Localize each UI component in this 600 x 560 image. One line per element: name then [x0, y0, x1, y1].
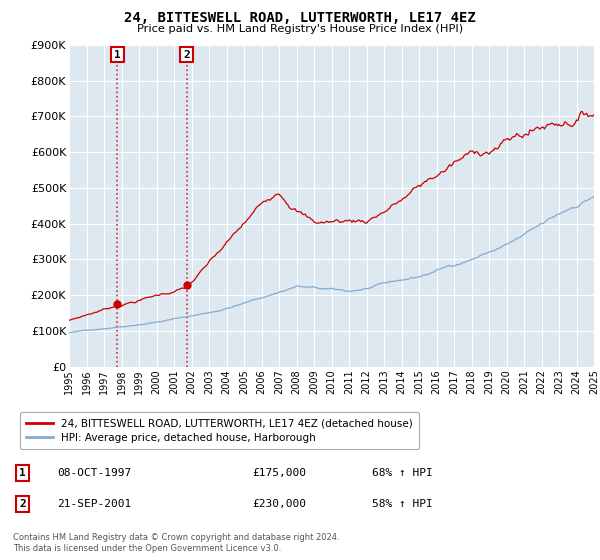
Text: 2: 2 [183, 50, 190, 59]
Text: 24, BITTESWELL ROAD, LUTTERWORTH, LE17 4EZ: 24, BITTESWELL ROAD, LUTTERWORTH, LE17 4… [124, 11, 476, 25]
Text: 68% ↑ HPI: 68% ↑ HPI [372, 468, 433, 478]
Text: £175,000: £175,000 [252, 468, 306, 478]
Text: Contains HM Land Registry data © Crown copyright and database right 2024.
This d: Contains HM Land Registry data © Crown c… [13, 533, 340, 553]
Text: 1: 1 [19, 468, 26, 478]
Legend: 24, BITTESWELL ROAD, LUTTERWORTH, LE17 4EZ (detached house), HPI: Average price,: 24, BITTESWELL ROAD, LUTTERWORTH, LE17 4… [20, 412, 419, 449]
Text: 08-OCT-1997: 08-OCT-1997 [57, 468, 131, 478]
Text: 2: 2 [19, 499, 26, 509]
Text: 58% ↑ HPI: 58% ↑ HPI [372, 499, 433, 509]
Text: Price paid vs. HM Land Registry's House Price Index (HPI): Price paid vs. HM Land Registry's House … [137, 24, 463, 34]
Text: 21-SEP-2001: 21-SEP-2001 [57, 499, 131, 509]
Text: £230,000: £230,000 [252, 499, 306, 509]
Text: 1: 1 [114, 50, 121, 59]
